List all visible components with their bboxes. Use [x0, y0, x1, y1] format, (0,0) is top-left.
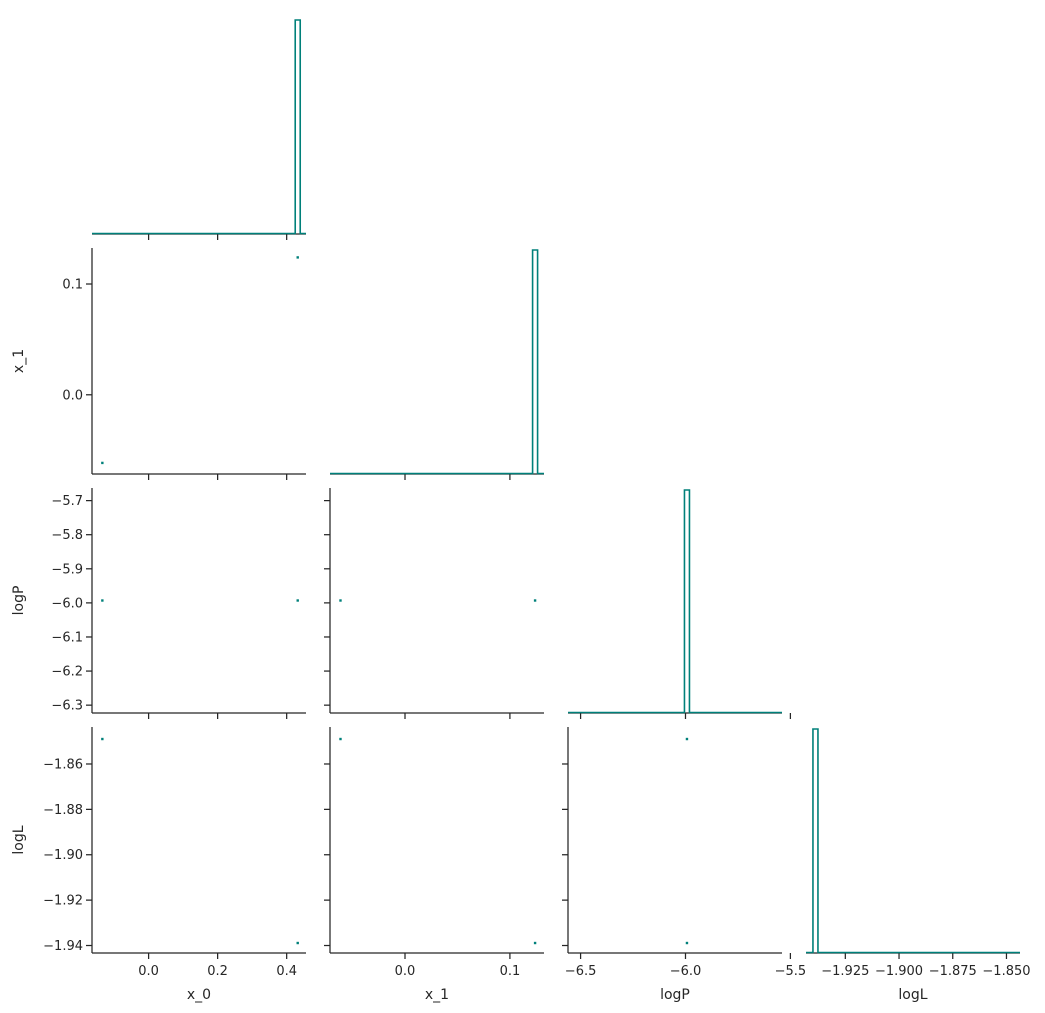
y-tick-label-logP-5: −5.8 — [51, 528, 83, 543]
x-tick-label-logP-1: −6.0 — [670, 964, 702, 979]
x-tick-label-logL-3: −1.850 — [982, 964, 1030, 979]
x-tick-label-logL-0: −1.925 — [821, 964, 869, 979]
histogram-logP — [568, 489, 782, 714]
histogram-x_0 — [92, 19, 306, 235]
y-tick-label-x_1-0: 0.0 — [62, 388, 83, 403]
point-x_0-vs-x_1-0 — [101, 461, 104, 465]
x-tick-label-x_0-2: 0.4 — [276, 964, 297, 979]
x-tick-label-logP-2: −5.5 — [775, 964, 807, 979]
y-tick-label-logP-3: −6.0 — [51, 596, 83, 611]
histogram-x_1 — [330, 249, 544, 475]
y-tick-label-x_1-1: 0.1 — [62, 278, 83, 293]
point-x_0-vs-x_1-1 — [296, 256, 299, 259]
x-tick-label-x_1-1: 0.1 — [500, 964, 521, 979]
y-tick-label-logP-2: −6.1 — [51, 630, 83, 645]
x-axis-label-x_0: x_0 — [187, 987, 211, 1003]
y-tick-label-logP-0: −6.3 — [51, 699, 83, 714]
y-tick-label-logL-3: −1.88 — [43, 803, 83, 818]
y-tick-label-logP-6: −5.7 — [51, 494, 83, 509]
y-axis-label-logL: logL — [11, 825, 27, 854]
point-x_0-vs-logL-0 — [101, 737, 104, 741]
point-x_1-vs-logL-1 — [533, 941, 537, 945]
x-axis-label-logP: logP — [660, 987, 690, 1003]
point-logP-vs-logL-1 — [685, 941, 689, 945]
y-axis-label-logP: logP — [11, 586, 27, 616]
x-axis-label-logL: logL — [898, 987, 927, 1003]
point-x_1-vs-logL-0 — [339, 737, 342, 741]
x-axis-label-x_1: x_1 — [425, 987, 449, 1003]
y-tick-label-logL-1: −1.92 — [43, 894, 83, 909]
y-axis-label-x_1: x_1 — [11, 349, 27, 373]
y-tick-label-logL-2: −1.90 — [43, 848, 83, 863]
x-tick-label-logL-1: −1.900 — [875, 964, 923, 979]
x-tick-label-logL-2: −1.875 — [929, 964, 977, 979]
y-tick-label-logL-4: −1.86 — [43, 757, 83, 772]
x-tick-label-x_1-0: 0.0 — [395, 964, 416, 979]
point-logP-vs-logL-0 — [685, 737, 689, 741]
x-tick-label-x_0-1: 0.2 — [207, 964, 228, 979]
histogram-logL — [806, 728, 1020, 954]
x-tick-label-logP-0: −6.5 — [565, 964, 597, 979]
point-x_1-vs-logP-0 — [339, 599, 342, 602]
y-tick-label-logL-0: −1.94 — [43, 939, 83, 954]
point-x_0-vs-logP-0 — [101, 599, 104, 602]
y-tick-label-logP-1: −6.2 — [51, 665, 83, 680]
point-x_1-vs-logP-1 — [533, 599, 537, 602]
y-tick-label-logP-4: −5.9 — [51, 562, 83, 577]
point-x_0-vs-logL-1 — [296, 941, 299, 945]
point-x_0-vs-logP-1 — [296, 599, 299, 602]
x-tick-label-x_0-0: 0.0 — [138, 964, 159, 979]
